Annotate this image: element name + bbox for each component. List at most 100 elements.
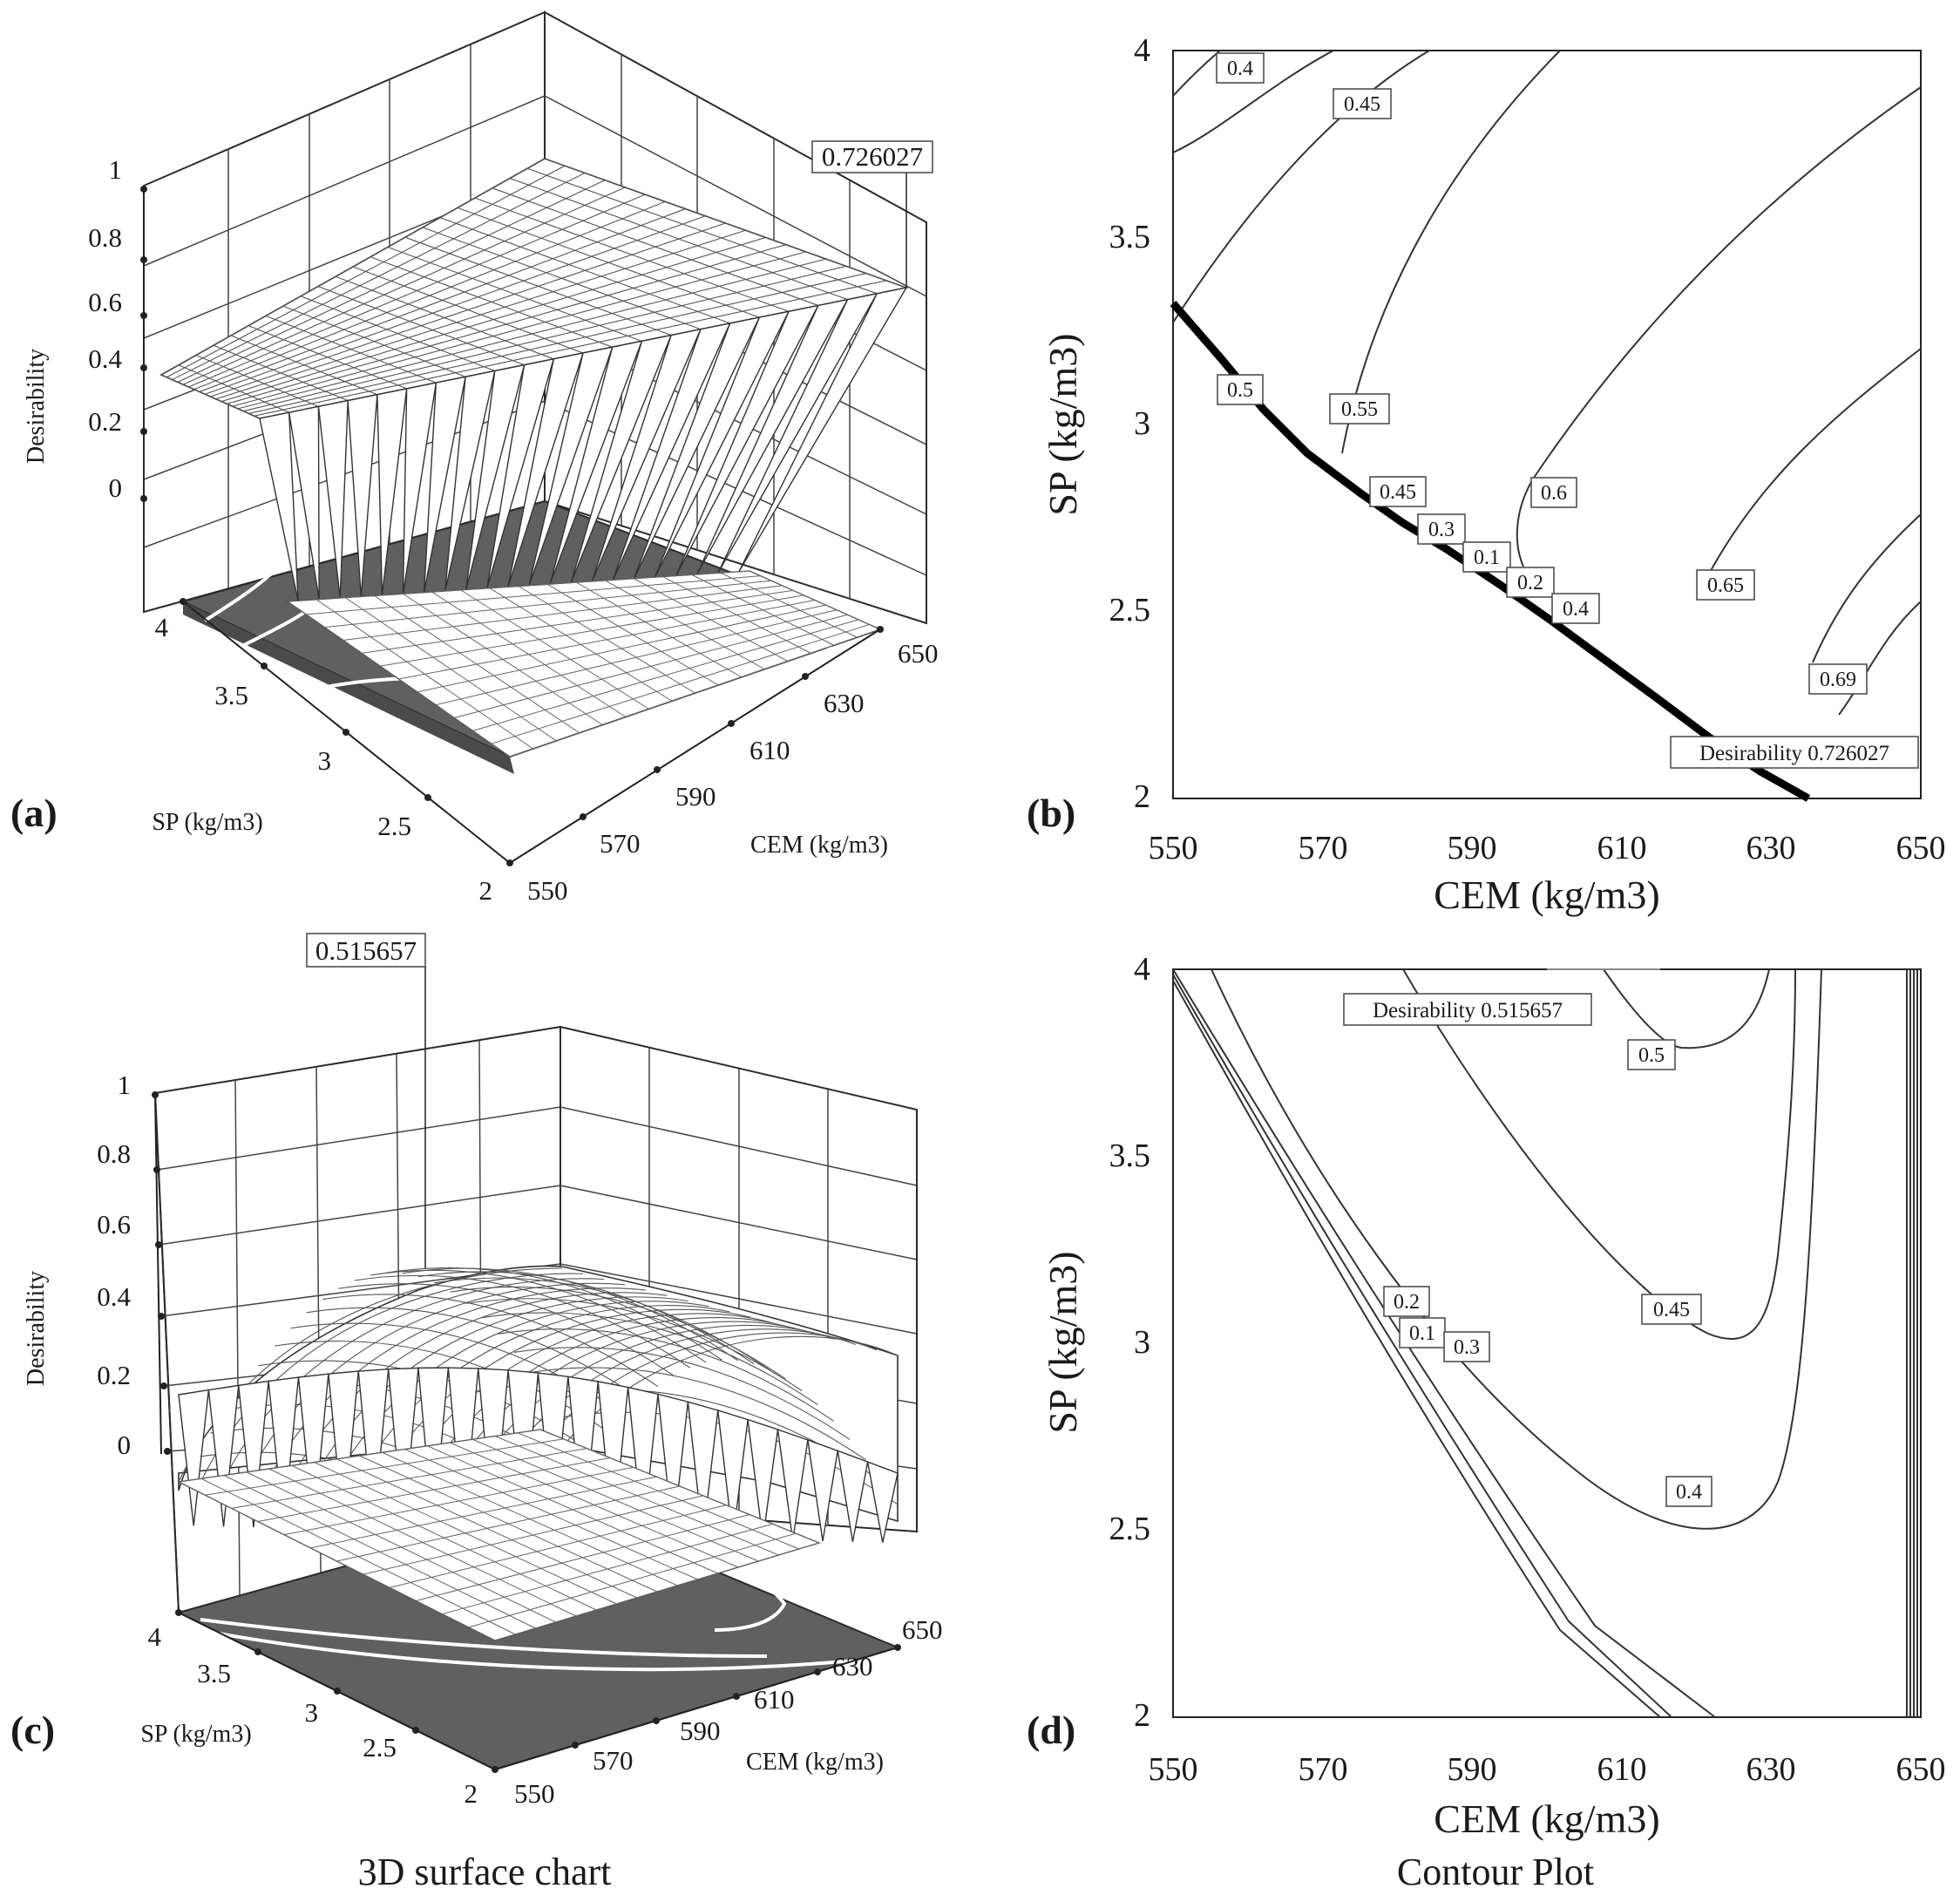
x-tick: 590: [1448, 1751, 1497, 1788]
svg-text:0.3: 0.3: [1428, 519, 1455, 541]
panel-label-b: (b): [1027, 791, 1075, 835]
x-tick: 590: [1448, 830, 1497, 866]
contour-label: 0.6: [1530, 477, 1577, 508]
contour-label: 0.45: [1369, 476, 1427, 507]
x-tick: 550: [1149, 830, 1198, 866]
z-tick: 0.8: [97, 1138, 131, 1169]
mesh-line: [160, 158, 546, 376]
pleat: [570, 334, 673, 583]
x-tick: 630: [1746, 1751, 1796, 1788]
y-tick: 2.5: [1109, 1511, 1151, 1547]
max-label-box: [306, 933, 426, 968]
cem-axis: 550 570 590 610 630 650 CEM (kg/m3): [509, 626, 939, 906]
mesh-line: [283, 1466, 634, 1536]
pleat: [465, 363, 526, 590]
z-axis-title: Desirability: [23, 1271, 50, 1386]
mesh-line: [417, 1271, 755, 1365]
pleat: [507, 352, 585, 588]
mesh-line: [306, 575, 761, 615]
svg-text:0.45: 0.45: [1380, 481, 1416, 504]
surface-pleats: [259, 287, 908, 601]
svg-text:0.3: 0.3: [1454, 1336, 1480, 1359]
x-tick: 610: [1597, 830, 1647, 866]
pleat: [675, 304, 820, 576]
pleat: [376, 388, 408, 595]
mesh-line: [227, 244, 786, 404]
sp-tick: 3.5: [197, 1658, 231, 1688]
cem-axis-title: CEM (kg/m3): [746, 1749, 884, 1776]
max-label: Desirability 0.515657: [1343, 993, 1592, 1026]
mesh-line: [205, 215, 706, 395]
floor-front: [183, 601, 514, 774]
z-tick: 0.6: [97, 1209, 131, 1240]
mesh-line: [220, 236, 766, 403]
surface-dome: [178, 1265, 899, 1523]
mesh-line: [370, 1269, 707, 1363]
z-tick: 0.8: [88, 222, 122, 253]
pleat: [747, 1418, 779, 1540]
contour-label: 0.5: [1627, 1039, 1676, 1070]
panel-label-a: (a): [10, 791, 58, 835]
contour-label: 0.3: [1443, 1331, 1490, 1362]
svg-text:0.4: 0.4: [1227, 58, 1253, 80]
contour-labels: Desirability 0.515657 0.5 0.45 0.4 0.2 0…: [1343, 993, 1712, 1507]
mesh-line: [188, 194, 646, 388]
svg-text:0.1: 0.1: [1409, 1322, 1435, 1345]
svg-text:Desirability 0.515657: Desirability 0.515657: [1373, 999, 1563, 1022]
contour-label: 0.55: [1329, 393, 1390, 425]
sp-tick: 3: [305, 1697, 319, 1728]
pleat: [633, 316, 761, 580]
mesh-line: [166, 165, 566, 378]
plot-frame: [1172, 968, 1922, 1718]
z-tick: 0: [109, 472, 123, 503]
pleat: [237, 1380, 269, 1528]
svg-text:0.45: 0.45: [1344, 93, 1380, 116]
y-tick: 3: [1134, 405, 1150, 442]
svg-text:0.4: 0.4: [1563, 598, 1589, 621]
pleat: [687, 1401, 719, 1539]
mesh-line: [361, 589, 794, 654]
panel-label-c: (c): [10, 1708, 55, 1752]
mesh-line: [237, 258, 826, 410]
x-axis: 550 570 590 610 630 650 CEM (kg/m3): [1149, 1751, 1946, 1841]
svg-text:0.4: 0.4: [1676, 1481, 1702, 1504]
mesh-line: [254, 280, 887, 417]
pleat: [657, 1393, 689, 1538]
mesh-line: [199, 208, 686, 392]
svg-text:0.2: 0.2: [1517, 572, 1543, 594]
cem-axis-title: CEM (kg/m3): [750, 832, 888, 859]
x-tick: 570: [1299, 830, 1348, 866]
cem-tick: 590: [680, 1715, 721, 1746]
contour-label: 0.1: [1462, 541, 1511, 573]
pleat: [297, 1373, 329, 1529]
svg-text:0.45: 0.45: [1653, 1299, 1690, 1321]
mesh-line: [322, 1294, 659, 1388]
mesh-line: [342, 585, 783, 641]
z-axis: 0 0.2 0.4 0.6 0.8 1 Desirability: [23, 1070, 171, 1460]
pleat: [549, 340, 643, 585]
mesh-line: [468, 1532, 797, 1628]
pleat: [738, 287, 908, 573]
surface-chart-c: 0.515657 0 0.2 0.4 0.6 0.8 1 Desirabilit…: [10, 933, 943, 1809]
y-tick: 2.5: [1109, 592, 1151, 628]
sp-tick: 2.5: [377, 811, 411, 841]
z-axis: 0 0.2 0.4 0.6 0.8 1 Desirability: [23, 154, 147, 503]
mesh-line: [172, 172, 586, 381]
pleat: [357, 1368, 390, 1531]
pleat: [317, 399, 349, 599]
sp-tick: 2: [479, 875, 493, 906]
cem-axis: 550 570 590 610 630 650 CEM (kg/m3): [494, 1614, 943, 1809]
contour-label: 0.45: [1333, 88, 1392, 119]
y-axis: 2 2.5 3 3.5 4 SP (kg/m3): [1041, 32, 1150, 815]
contour-lines: [1172, 968, 1822, 1718]
mesh-line: [248, 273, 867, 414]
mesh-line: [215, 229, 746, 400]
mesh-line: [182, 187, 626, 385]
z-tick: 0.6: [88, 287, 122, 317]
cem-tick: 610: [754, 1684, 795, 1715]
mesh-line: [210, 222, 726, 397]
y-axis-title: SP (kg/m3): [1041, 333, 1085, 515]
z-axis-title: Desirability: [23, 349, 50, 464]
x-axis-title: CEM (kg/m3): [1434, 873, 1659, 917]
contour-label: 0.2: [1506, 567, 1555, 598]
